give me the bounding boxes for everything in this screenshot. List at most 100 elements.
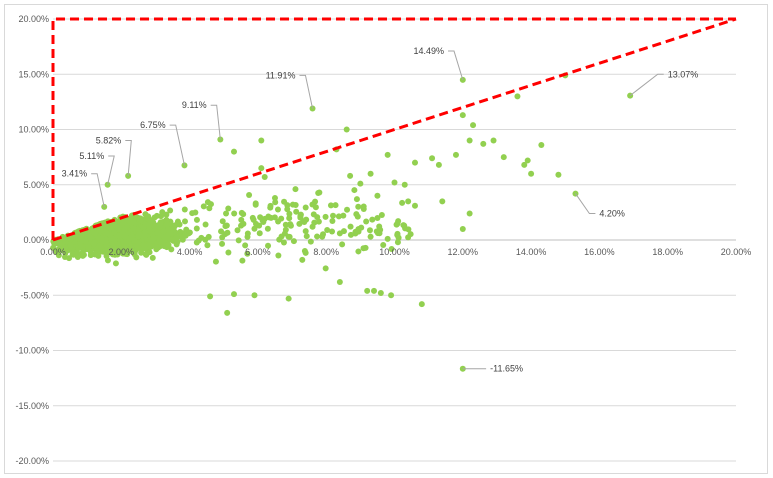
data-point [207, 293, 214, 300]
x-tick-label: 0.00% [40, 247, 66, 257]
data-point [251, 292, 258, 299]
x-tick-label: 14.00% [516, 247, 547, 257]
data-point [310, 211, 317, 218]
data-point [267, 202, 274, 209]
data-point [62, 250, 69, 257]
data-point [327, 202, 334, 209]
data-point [329, 217, 336, 224]
x-tick-label: 18.00% [652, 247, 683, 257]
data-point [335, 213, 342, 220]
data-point [50, 244, 57, 251]
data-point [555, 171, 562, 178]
data-point [182, 232, 189, 239]
x-tick-label: 20.00% [721, 247, 752, 257]
data-point [336, 230, 343, 237]
data-point [142, 229, 149, 236]
data-point [80, 251, 87, 258]
data-point [102, 248, 109, 255]
leader-line [448, 50, 464, 81]
data-point [205, 233, 212, 240]
data-point [459, 225, 466, 232]
data-point [266, 214, 273, 221]
leader-line [125, 140, 132, 176]
data-point [332, 202, 339, 209]
data-point [238, 209, 245, 216]
data-point [121, 233, 128, 240]
data-point [367, 170, 374, 177]
data-point [225, 205, 232, 212]
data-point [377, 290, 384, 297]
data-point [224, 229, 231, 236]
data-point [351, 187, 358, 194]
data-point [225, 249, 232, 256]
data-point [366, 227, 373, 234]
data-point [189, 210, 196, 217]
scatter-chart: 3.41% 5.11% 5.82% 6.75% 9.11% 11.91% 14.49% 13.… [15, 14, 752, 466]
data-point [223, 222, 230, 229]
data-point [219, 234, 226, 241]
data-point [126, 235, 133, 242]
data-point [238, 222, 245, 229]
data-point [394, 231, 401, 238]
y-tick-label: -5.00% [20, 290, 49, 300]
data-point [439, 198, 446, 205]
data-point [154, 229, 161, 236]
data-point [231, 210, 238, 217]
chart-frame: 3.41% 5.11% 5.82% 6.75% 9.11% 11.91% 14.49% 13.… [4, 4, 768, 474]
x-tick-label: 4.00% [177, 247, 203, 257]
data-point [340, 212, 347, 219]
data-point [367, 233, 374, 240]
data-point [297, 214, 304, 221]
data-point [116, 232, 123, 239]
data-point [135, 244, 142, 251]
data-point [287, 222, 294, 229]
leader-line [91, 173, 105, 207]
data-point [301, 218, 308, 225]
data-point [272, 199, 279, 206]
data-point [322, 213, 329, 220]
data-label: 13.07% [668, 69, 699, 79]
data-label: 14.49% [413, 46, 444, 56]
data-points [50, 72, 634, 372]
data-point [173, 234, 180, 241]
data-point [399, 199, 406, 206]
data-point [286, 215, 293, 222]
data-point [276, 236, 283, 243]
data-point [459, 112, 466, 119]
data-point [353, 196, 360, 203]
data-point [524, 157, 531, 164]
data-point [312, 204, 319, 211]
y-tick-label: 15.00% [18, 69, 49, 79]
data-point [352, 228, 359, 235]
y-tick-label: -20.00% [15, 456, 49, 466]
data-point [302, 204, 309, 211]
data-point [284, 202, 291, 209]
data-point [149, 254, 156, 261]
data-point [480, 140, 487, 147]
data-point [195, 237, 202, 244]
data-point [405, 234, 412, 241]
data-point [193, 216, 200, 223]
data-point [330, 212, 337, 219]
data-point [339, 241, 346, 248]
data-point [181, 218, 188, 225]
data-point [391, 179, 398, 186]
data-point [355, 203, 362, 210]
data-point [374, 215, 381, 222]
data-label: 5.82% [96, 136, 122, 146]
leader-line [210, 104, 221, 140]
data-point [260, 218, 267, 225]
data-point [111, 246, 118, 253]
data-point [151, 214, 158, 221]
data-point [163, 216, 170, 223]
data-point [347, 172, 354, 179]
data-point [466, 137, 473, 144]
reference-line [51, 17, 736, 240]
data-point [238, 216, 245, 223]
data-point [141, 242, 148, 249]
data-label: 11.91% [266, 70, 296, 80]
data-point [183, 226, 190, 233]
data-point [319, 233, 326, 240]
data-point [275, 252, 282, 259]
data-point [369, 216, 376, 223]
